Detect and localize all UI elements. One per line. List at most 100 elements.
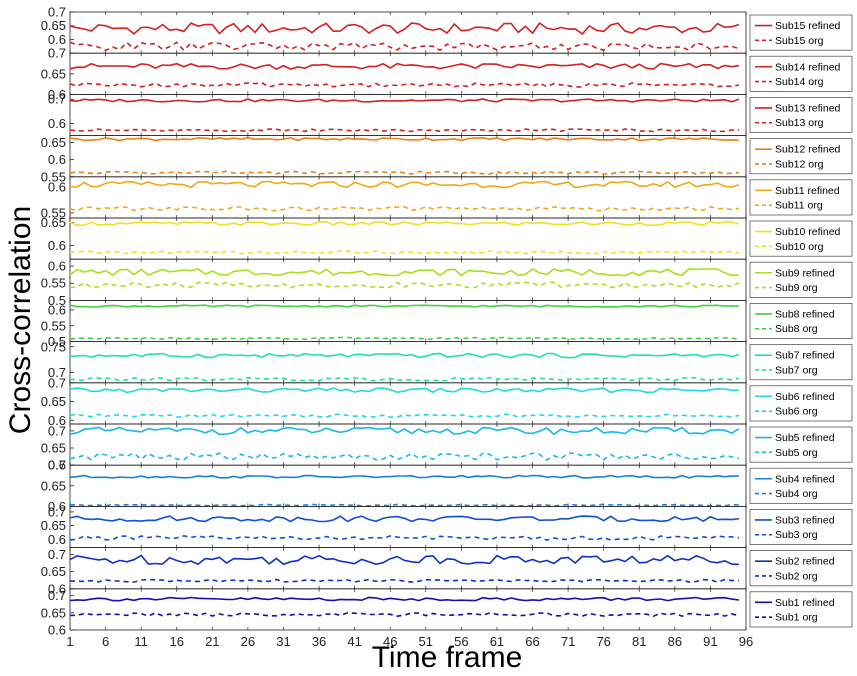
panel-sub9: 0.5 0.55 0.6 Sub9 refined Sub9 org: [41, 259, 853, 308]
y-tick-label: 0.5: [48, 293, 66, 308]
x-tick-label: 91: [703, 634, 717, 649]
series-line-sub2-refined: [69, 554, 739, 566]
legend-label-org: Sub1 org: [775, 612, 818, 624]
legend-box: [749, 303, 853, 339]
series-line-sub13-refined: [69, 98, 740, 103]
y-tick-label: 0.6: [48, 499, 66, 514]
x-axis-label: Time frame: [372, 641, 523, 674]
panel-sub3: 0.60.650.7 Sub3 refined Sub3 org: [41, 504, 853, 548]
y-tick-label: 0.7: [48, 588, 66, 603]
series-line-sub15-org: [69, 41, 740, 52]
panel-sub1: 0.6 0.65 0.7 Sub1 refined Sub1 org: [41, 588, 853, 638]
y-tick-label: 0.6: [48, 87, 66, 102]
panel-sub6: 0.6 0.65 0.7 Sub6 refined Sub6 org: [41, 375, 853, 428]
panel-frame: [69, 505, 747, 548]
legend-label-org: Sub5 org: [775, 447, 818, 459]
y-tick-label: 0.6: [48, 413, 66, 428]
series-line-sub10-org: [69, 250, 740, 255]
panel-sub11: 0.55 0.6 Sub11 refined Sub11 org: [41, 176, 853, 220]
legend-label-refined: Sub1 refined: [775, 597, 835, 609]
legend-label-org: Sub4 org: [775, 488, 818, 500]
y-tick-label: 0.6: [48, 623, 66, 638]
panel-sub13: 0.6 0.7 Sub13 refined Sub13 org: [48, 92, 853, 137]
y-tick-label: 0.6: [48, 302, 66, 317]
series-line-sub3-refined: [69, 515, 740, 523]
y-tick-label: 0.7: [48, 5, 66, 20]
y-tick-label: 0.6: [48, 259, 66, 274]
y-tick-label: 0.6: [48, 32, 66, 47]
legend-label-org: Sub12 org: [775, 158, 824, 170]
legend-box: [749, 220, 853, 257]
x-tick-label: 61: [490, 634, 504, 649]
panel-frame: [69, 423, 747, 466]
legend-box: [749, 261, 853, 298]
legend-label-org: Sub14 org: [775, 76, 824, 88]
legend-label-org: Sub10 org: [775, 241, 824, 253]
legend-label-refined: Sub5 refined: [775, 432, 835, 444]
panel-sub7: 0.7 0.75 Sub7 refined Sub7 org: [41, 339, 853, 384]
x-tick-label: 1: [66, 634, 73, 649]
y-tick-label: 0.65: [41, 18, 66, 33]
series-line-sub1-org: [69, 612, 740, 618]
x-tick-label: 41: [347, 634, 361, 649]
legend-label-org: Sub7 org: [775, 364, 818, 376]
y-tick-label: 0.55: [41, 318, 66, 333]
series-line-sub5-refined: [69, 426, 740, 436]
legend-box: [749, 97, 853, 133]
x-tick-label: 81: [632, 634, 646, 649]
legend-label-refined: Sub11 refined: [775, 185, 840, 197]
y-tick-label: 0.7: [48, 46, 66, 61]
legend-label-org: Sub8 org: [775, 323, 818, 335]
series-line-sub8-refined: [69, 304, 739, 308]
legend-label-refined: Sub9 refined: [775, 267, 835, 279]
series-line-sub5-org: [69, 452, 740, 461]
legend-label-refined: Sub15 refined: [775, 20, 841, 32]
x-tick-label: 86: [668, 634, 682, 649]
panel-sub10: 0.6 0.65 Sub10 refined Sub10 org: [41, 215, 853, 260]
panel-frame: [69, 135, 747, 178]
x-tick-label: 56: [454, 634, 468, 649]
y-tick-label: 0.7: [48, 458, 66, 473]
series-line-sub13-org: [69, 128, 739, 133]
x-tick-label: 31: [276, 634, 290, 649]
y-tick-label: 0.65: [41, 66, 66, 81]
x-tick-label: 71: [561, 634, 575, 649]
y-tick-label: 0.65: [41, 478, 66, 493]
series-line-sub8-org: [69, 336, 740, 341]
series-line-sub3-org: [69, 534, 740, 541]
legend-label-org: Sub3 org: [775, 529, 818, 541]
series-line-sub11-org: [69, 205, 740, 212]
y-tick-label: 0.65: [41, 215, 66, 230]
panel-frame: [69, 341, 747, 384]
legend-label-org: Sub6 org: [775, 406, 818, 418]
panel-frame: [69, 11, 747, 54]
legend-box: [749, 14, 853, 51]
legend-box: [749, 344, 853, 381]
panel-sub2: 0.6 0.65 0.7 Sub2 refined Sub2 org: [41, 547, 853, 596]
x-tick-label: 16: [170, 634, 184, 649]
series-line-sub12-refined: [69, 136, 739, 142]
y-tick-label: 0.55: [41, 276, 66, 291]
series-line-sub9-refined: [69, 268, 739, 277]
legend-label-org: Sub11 org: [775, 200, 823, 212]
legend-box: [749, 179, 853, 216]
y-tick-label: 0.6: [48, 180, 66, 195]
y-tick-label: 0.75: [41, 339, 66, 354]
panel-frame: [69, 464, 747, 507]
y-tick-label: 0.7: [48, 375, 66, 390]
legend-box: [749, 509, 853, 545]
x-tick-label: 46: [383, 634, 397, 649]
panel-frame: [69, 547, 747, 590]
panel-frame: [69, 588, 747, 631]
y-tick-label: 0.65: [41, 605, 66, 620]
y-tick-label: 0.6: [48, 581, 66, 596]
legend-box: [749, 467, 853, 504]
panel-sub14: 0.6 0.65 0.7 Sub14 refined Sub14 org: [41, 46, 853, 102]
legend-label-refined: Sub13 refined: [775, 102, 841, 114]
legend-label-refined: Sub14 refined: [775, 61, 841, 73]
x-tick-label: 26: [241, 634, 255, 649]
legend-label-refined: Sub4 refined: [775, 473, 835, 485]
x-tick-label: 21: [205, 634, 219, 649]
series-line-sub12-org: [69, 170, 739, 175]
